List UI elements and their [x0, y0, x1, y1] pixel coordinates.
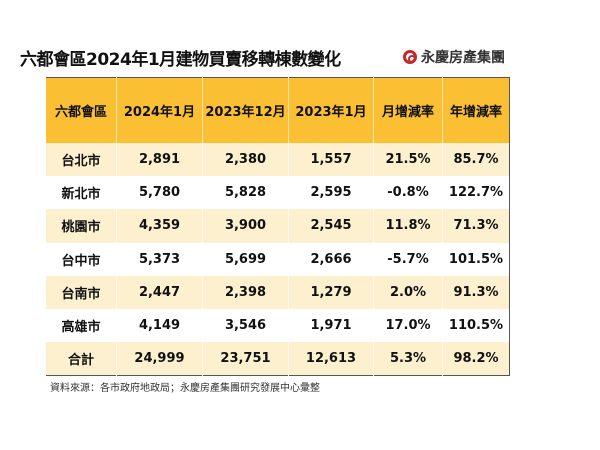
table-row: 高雄市 4,149 3,546 1,971 17.0% 110.5%	[45, 308, 510, 343]
table-header-row: 六都會區 2024年1月 2023年12月 2023年1月 月增減率 年增減率	[45, 77, 510, 143]
column-header: 六都會區	[45, 77, 117, 143]
value-cell: 2,666	[288, 242, 374, 276]
region-cell: 合計	[45, 342, 117, 376]
value-cell: 11.8%	[373, 209, 443, 243]
logo-icon	[403, 50, 417, 64]
value-cell: 2,891	[116, 143, 203, 177]
value-cell: 17.0%	[373, 308, 443, 343]
value-cell: 23,751	[202, 342, 289, 376]
value-cell: 1,557	[288, 143, 374, 177]
value-cell: -0.8%	[373, 176, 443, 210]
value-cell: 21.5%	[373, 143, 443, 177]
table-row: 台北市 2,891 2,380 1,557 21.5% 85.7%	[45, 143, 510, 177]
value-cell: 2,447	[116, 275, 203, 309]
value-cell: 12,613	[288, 342, 374, 376]
value-cell: 122.7%	[442, 176, 510, 210]
value-cell: 2,595	[288, 176, 374, 210]
value-cell: 4,359	[116, 209, 203, 243]
value-cell: 4,149	[116, 308, 203, 343]
column-header: 年增減率	[442, 77, 510, 143]
value-cell: 2,398	[202, 275, 289, 309]
value-cell: 5,699	[202, 242, 289, 276]
value-cell: -5.7%	[373, 242, 443, 276]
table-row: 台南市 2,447 2,398 1,279 2.0% 91.3%	[45, 275, 510, 309]
value-cell: 1,279	[288, 275, 374, 309]
value-cell: 2.0%	[373, 275, 443, 309]
region-cell: 桃園市	[45, 209, 117, 243]
value-cell: 1,971	[288, 308, 374, 343]
total-row: 合計 24,999 23,751 12,613 5.3% 98.2%	[45, 342, 510, 376]
column-header: 2023年1月	[288, 77, 374, 143]
data-table: 六都會區 2024年1月 2023年12月 2023年1月 月增減率 年增減率 台北市 2,…	[45, 77, 510, 377]
value-cell: 101.5%	[442, 242, 510, 276]
value-cell: 5,828	[202, 176, 289, 210]
value-cell: 5,780	[116, 176, 203, 210]
column-header: 月增減率	[373, 77, 443, 143]
value-cell: 71.3%	[442, 209, 510, 243]
value-cell: 98.2%	[442, 342, 510, 376]
column-header: 2023年12月	[202, 77, 289, 143]
region-cell: 台中市	[45, 242, 117, 276]
source-note: 資料來源：各市政府地政局；永慶房產集團研究發展中心彙整	[50, 383, 320, 394]
value-cell: 3,546	[202, 308, 289, 343]
value-cell: 5.3%	[373, 342, 443, 376]
value-cell: 91.3%	[442, 275, 510, 309]
table-row: 新北市 5,780 5,828 2,595 -0.8% 122.7%	[45, 176, 510, 210]
column-header: 2024年1月	[116, 77, 203, 143]
value-cell: 2,380	[202, 143, 289, 177]
page-title: 六都會區2024年1月建物買賣移轉棟數變化	[20, 50, 341, 70]
value-cell: 24,999	[116, 342, 203, 376]
region-cell: 台南市	[45, 275, 117, 309]
value-cell: 2,545	[288, 209, 374, 243]
table-row: 台中市 5,373 5,699 2,666 -5.7% 101.5%	[45, 242, 510, 276]
region-cell: 新北市	[45, 176, 117, 210]
brand-logo: 永慶房產集團	[403, 47, 505, 67]
value-cell: 85.7%	[442, 143, 510, 177]
value-cell: 5,373	[116, 242, 203, 276]
value-cell: 3,900	[202, 209, 289, 243]
value-cell: 110.5%	[442, 308, 510, 343]
table-row: 桃園市 4,359 3,900 2,545 11.8% 71.3%	[45, 209, 510, 243]
logo-text: 永慶房產集團	[421, 50, 505, 66]
region-cell: 台北市	[45, 143, 117, 177]
region-cell: 高雄市	[45, 308, 117, 343]
